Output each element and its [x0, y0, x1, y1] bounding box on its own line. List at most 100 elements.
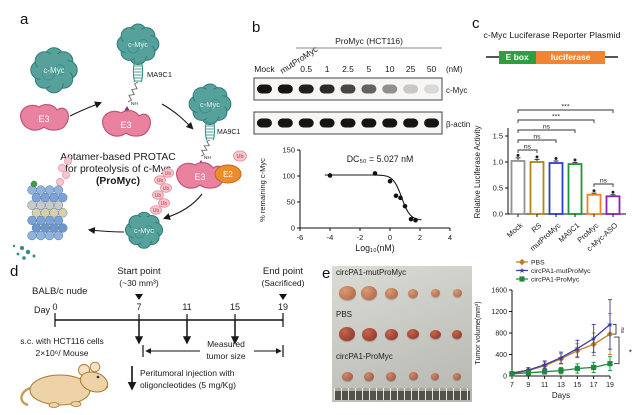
circle-shape	[44, 200, 55, 210]
fit-curve	[324, 174, 422, 221]
circle-shape	[144, 225, 154, 234]
circle-shape	[27, 230, 37, 241]
marker-diamond	[518, 258, 526, 266]
sig-label: *	[624, 349, 633, 352]
lane-label: 50	[427, 64, 437, 74]
protein-band	[361, 118, 377, 128]
y-tick-label: 0.0	[493, 210, 503, 219]
x-tick-label: 0	[388, 233, 392, 242]
timeline-day-label: 19	[278, 302, 288, 312]
sig-bracket	[517, 129, 576, 133]
cmyc-label: c-Myc	[134, 226, 154, 235]
series-circPA1-ProMyc	[509, 356, 613, 377]
protein-band	[424, 118, 440, 128]
y-tick-label: 0	[503, 374, 507, 381]
protein-band	[403, 84, 419, 94]
sig-label: ns	[524, 144, 532, 151]
circle-shape	[42, 67, 55, 81]
measured-label: tumor size	[206, 351, 245, 361]
panel-d-label: d	[10, 263, 19, 280]
x-category-label: Mock	[505, 221, 525, 240]
circle-shape	[130, 216, 158, 244]
y-tick-label: 100	[282, 172, 295, 181]
lane-label: 0.5	[300, 64, 312, 74]
circle-shape	[123, 29, 153, 59]
panel-e-label: e	[322, 265, 331, 282]
arrow	[161, 103, 194, 130]
ellipse-shape	[162, 168, 174, 178]
replicate-point	[592, 189, 596, 193]
data-point	[408, 216, 414, 222]
ubiquitin-chain	[58, 164, 66, 172]
marker-square	[542, 369, 548, 375]
tumor-specimen	[341, 371, 353, 381]
sig-bracket	[614, 336, 620, 365]
x-tick-label: 17	[590, 382, 598, 389]
mouse-nose	[106, 386, 108, 388]
panel-b-label: b	[252, 19, 261, 36]
y-tick-label: 0.5	[493, 184, 503, 193]
sig-label: ns	[533, 134, 541, 141]
panel-b: b ProMyc (HCT116) Mock mutProMyc 0.5 1 2.5 5 10…	[238, 4, 474, 262]
ubiquitin-chain	[56, 178, 64, 186]
ub-label: Ub	[157, 178, 164, 184]
marker-star: ★	[558, 353, 565, 362]
marker-star: ★	[541, 360, 548, 369]
y-axis-title: Relative Luciferase Activity	[473, 126, 482, 219]
sig-bracket	[517, 149, 538, 153]
bar-mutProMyc	[548, 162, 564, 215]
y-axis-title: Tumor volume(mm³)	[475, 301, 482, 364]
circle-shape	[49, 223, 59, 233]
ubiquitin-tag: Ub	[150, 205, 162, 215]
circle-shape	[199, 101, 211, 114]
protein-band	[382, 84, 398, 94]
tumor-specimen	[452, 329, 462, 339]
sc-injection-label: 2×10⁶/ Mouse	[36, 348, 89, 358]
nh-label: NH	[204, 155, 211, 161]
circle-shape	[44, 215, 55, 226]
ellipse-shape	[233, 150, 247, 162]
protein-band	[256, 84, 272, 94]
path-shape	[212, 120, 216, 141]
sig-bracket	[517, 119, 595, 123]
data-point	[393, 193, 399, 199]
tumor-specimen	[408, 372, 418, 380]
circle-shape	[40, 223, 50, 233]
sig-label: ns	[619, 327, 625, 333]
tumor-specimen	[361, 286, 377, 300]
e3-ligase	[19, 104, 69, 131]
data-point	[398, 195, 403, 201]
protein-band	[256, 118, 272, 128]
plasmid-backbone-line	[485, 56, 499, 58]
lane-label: 5	[367, 64, 372, 74]
ubiquitin-chain	[64, 157, 72, 165]
degraded-peptide	[25, 249, 31, 255]
start-point-label: Start point	[117, 266, 161, 277]
cmyc-label: c-Myc	[200, 100, 220, 109]
y-tick-label: 1.0	[493, 158, 503, 167]
circle-shape	[53, 200, 64, 210]
x-axis-title: Log₁₀(nM)	[355, 243, 394, 253]
ubiquitin-tag: Ub	[160, 183, 172, 193]
circle-shape	[40, 192, 50, 203]
tumor-specimen	[429, 329, 441, 339]
luciferase-segment: luciferase	[535, 50, 606, 64]
path-shape	[101, 110, 151, 137]
marker-star: ★	[574, 344, 581, 353]
protein-band	[340, 84, 356, 94]
timeline-day-label: 0	[52, 302, 57, 312]
panel-d: d BALB/c nude Day 0 7 11 15 19 Start point (~30 …	[4, 258, 320, 414]
ubiquitin-tag: Ub	[233, 150, 247, 162]
replicate-point	[535, 155, 539, 159]
sig-bracket	[517, 139, 557, 143]
protein-band	[319, 84, 335, 94]
circle-shape	[27, 215, 37, 226]
cmyc-label: c-Myc	[128, 40, 148, 49]
x-tick-label: 19	[606, 382, 614, 389]
degraded-peptide	[16, 252, 20, 256]
circle-shape	[31, 192, 42, 203]
ub-label: Ub	[163, 186, 170, 192]
protein-band	[382, 118, 398, 128]
protein-band	[424, 84, 440, 94]
end-marker	[279, 294, 287, 300]
